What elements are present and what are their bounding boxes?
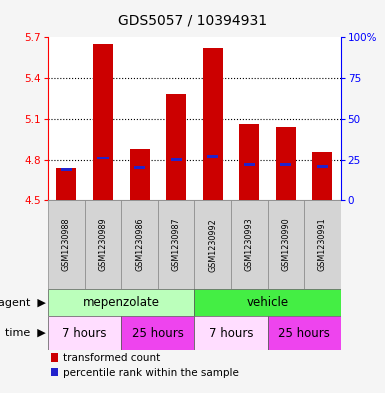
Bar — [93, 44, 113, 200]
Bar — [97, 156, 109, 160]
Bar — [51, 368, 59, 376]
Text: 7 hours: 7 hours — [209, 327, 253, 340]
Text: transformed count: transformed count — [63, 353, 160, 363]
Bar — [51, 353, 59, 362]
Bar — [268, 316, 341, 350]
Bar — [304, 200, 341, 289]
Bar — [312, 151, 333, 200]
Text: GSM1230987: GSM1230987 — [172, 218, 181, 272]
Bar — [56, 168, 77, 200]
Bar — [121, 200, 158, 289]
Text: GSM1230991: GSM1230991 — [318, 218, 327, 272]
Bar — [280, 163, 291, 166]
Text: mepenzolate: mepenzolate — [83, 296, 160, 309]
Text: vehicle: vehicle — [246, 296, 289, 309]
Bar — [194, 316, 268, 350]
Bar — [134, 166, 145, 169]
Bar — [231, 200, 268, 289]
Bar — [207, 155, 218, 158]
Bar — [121, 316, 194, 350]
Bar — [171, 158, 182, 161]
Bar — [194, 200, 231, 289]
Bar — [158, 200, 194, 289]
Text: GSM1230993: GSM1230993 — [245, 218, 254, 272]
Text: GDS5057 / 10394931: GDS5057 / 10394931 — [118, 14, 267, 28]
Bar — [194, 289, 341, 316]
Text: GSM1230989: GSM1230989 — [99, 218, 107, 272]
Text: agent  ▶: agent ▶ — [0, 298, 46, 308]
Bar — [48, 316, 121, 350]
Text: 7 hours: 7 hours — [62, 327, 107, 340]
Text: GSM1230988: GSM1230988 — [62, 218, 71, 272]
Bar — [166, 94, 186, 200]
Bar — [244, 163, 255, 166]
Text: 25 hours: 25 hours — [278, 327, 330, 340]
Text: GSM1230986: GSM1230986 — [135, 218, 144, 272]
Bar — [317, 165, 328, 168]
Bar — [48, 200, 85, 289]
Text: GSM1230992: GSM1230992 — [208, 218, 217, 272]
Bar — [48, 289, 194, 316]
Bar — [61, 168, 72, 171]
Bar — [85, 200, 121, 289]
Bar — [129, 149, 150, 200]
Text: time  ▶: time ▶ — [5, 328, 46, 338]
Bar — [276, 127, 296, 200]
Text: 25 hours: 25 hours — [132, 327, 184, 340]
Bar — [239, 124, 259, 200]
Text: percentile rank within the sample: percentile rank within the sample — [63, 368, 239, 378]
Bar — [203, 48, 223, 200]
Text: GSM1230990: GSM1230990 — [281, 218, 290, 272]
Bar — [268, 200, 304, 289]
